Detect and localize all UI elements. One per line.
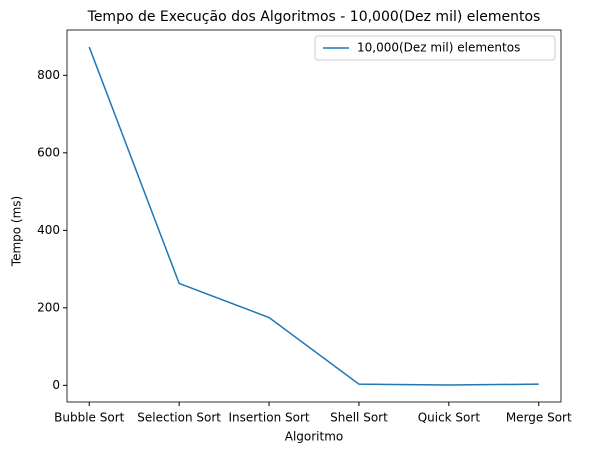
y-axis-label: Tempo (ms) [10,196,24,267]
data-line [88,46,539,386]
x-tick-label: Merge Sort [506,411,572,425]
x-tick-label: Bubble Sort [54,411,124,425]
x-tick-label: Shell Sort [330,411,388,425]
x-axis-label: Algoritmo [285,430,344,444]
y-tick-label: 0 [52,378,60,392]
plot-frame [66,29,562,403]
y-tick-label: 800 [37,68,60,82]
x-tick-label: Insertion Sort [228,411,309,425]
legend-box [314,35,556,61]
chart-title: Tempo de Execução dos Algoritmos - 10,00… [87,9,541,25]
legend-label: 10,000(Dez mil) elementos [357,41,520,55]
y-tick-label: 600 [37,145,60,159]
x-tick-label: Selection Sort [137,411,221,425]
y-tick-label: 200 [37,300,60,314]
y-tick-label: 400 [37,223,60,237]
x-tick-label: Quick Sort [418,411,481,425]
